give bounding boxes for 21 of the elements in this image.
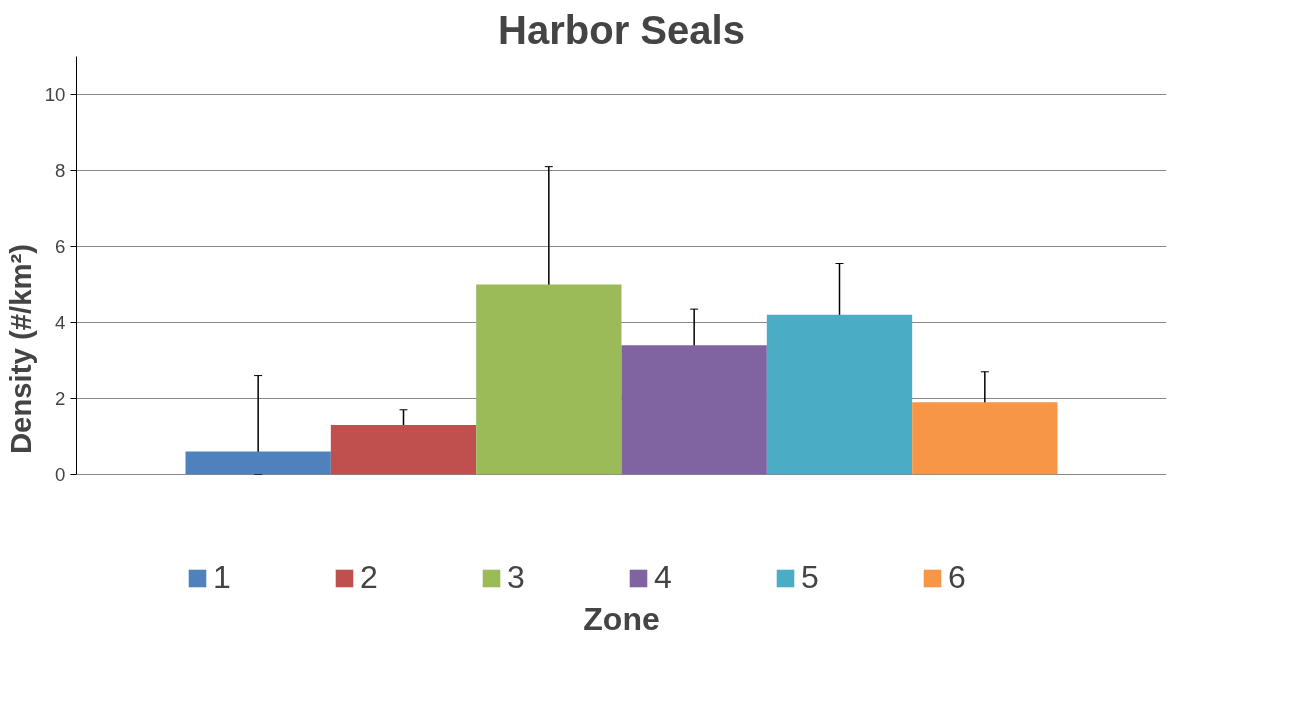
bar [912,402,1058,475]
legend-label: 2 [360,559,379,596]
y-tick-label: 10 [44,83,66,105]
chart-title: Harbor Seals [498,7,745,52]
bar [766,314,913,475]
bar [185,451,331,475]
legend-label: 6 [948,559,967,596]
legend-label: 5 [801,559,820,596]
legend-label: 1 [213,559,232,596]
bar [330,424,477,475]
x-axis-title: Zone [583,600,660,637]
y-tick-label: 8 [55,159,66,181]
bar [621,345,767,475]
y-tick-label: 0 [55,463,66,485]
y-tick-label: 2 [55,387,66,409]
legend-label: 4 [654,559,673,596]
bar [476,284,622,475]
y-axis-title: Density (#/km²) [3,243,37,455]
legend-label: 3 [507,559,526,596]
y-tick-label: 6 [55,235,66,257]
y-tick-label: 4 [55,311,66,333]
